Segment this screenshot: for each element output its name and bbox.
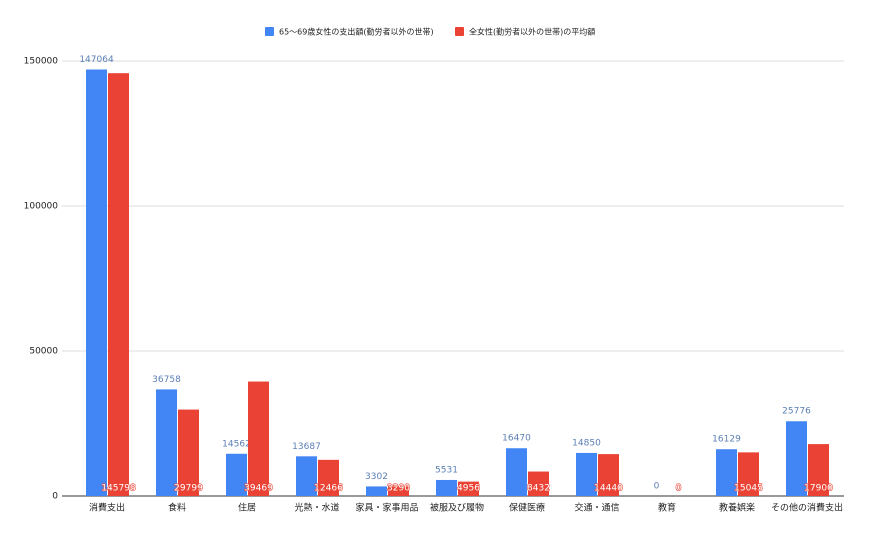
value-label: 39469 [244,484,273,494]
value-label: 17900 [804,484,833,494]
bar [506,448,527,496]
value-label: 3302 [365,472,388,482]
x-tick-label: 消費支出 [89,502,125,514]
bar [108,73,129,497]
value-label: 13687 [292,442,321,452]
value-label: 15045 [734,484,763,494]
x-tick-label: 教育 [658,502,676,514]
value-label: 12466 [314,484,343,494]
bar [226,453,247,496]
x-tick-label: 教養娯楽 [719,502,755,514]
value-label: 5531 [435,465,458,475]
bar [786,421,807,496]
bar [528,471,549,496]
value-label: 0 [676,484,682,494]
value-label: 0 [654,482,660,492]
legend-label: 全女性(勤労者以外の世帯)の平均額 [469,27,595,37]
bar [458,481,479,496]
bar [366,486,387,496]
value-label: 16129 [712,435,741,445]
value-label: 36758 [152,375,181,385]
bar [296,456,317,496]
value-label: 147064 [79,55,114,65]
bar [436,479,457,496]
x-tick-label: 住居 [238,502,256,514]
value-label: 145798 [101,484,136,494]
legend-swatch [455,27,464,36]
value-label: 8432 [527,484,550,494]
bar [808,444,829,496]
bar [86,69,107,496]
bar [388,486,409,496]
legend-label: 65〜69歳女性の支出額(勤労者以外の世帯) [279,27,434,37]
y-tick-label: 150000 [24,57,59,67]
bar [248,381,269,496]
x-tick-label: 食料 [168,502,186,514]
y-tick-label: 100000 [24,202,59,212]
x-tick-label: 光熱・水道 [294,502,339,514]
bar [318,459,339,496]
bar [738,452,759,496]
value-label: 3290 [387,484,410,494]
value-label: 4956 [457,484,480,494]
y-tick-label: 0 [52,492,58,502]
value-label: 25776 [782,407,811,417]
value-label: 14440 [594,484,623,494]
y-tick-label: 50000 [29,347,58,357]
bar [716,449,737,496]
legend-swatch [265,27,274,36]
bar [598,454,619,496]
x-tick-label: 被服及び履物 [430,502,484,514]
value-label: 29799 [174,484,203,494]
bar [156,389,177,496]
x-tick-label: 家具・家事用品 [355,502,418,514]
value-label: 14850 [572,438,601,448]
value-label: 14562 [222,439,251,449]
value-label: 16470 [502,434,531,444]
bar [576,452,597,496]
x-tick-label: 保健医療 [509,502,545,514]
x-tick-label: 交通・通信 [574,502,619,514]
x-tick-label: その他の消費支出 [771,502,843,514]
bar [178,409,199,496]
